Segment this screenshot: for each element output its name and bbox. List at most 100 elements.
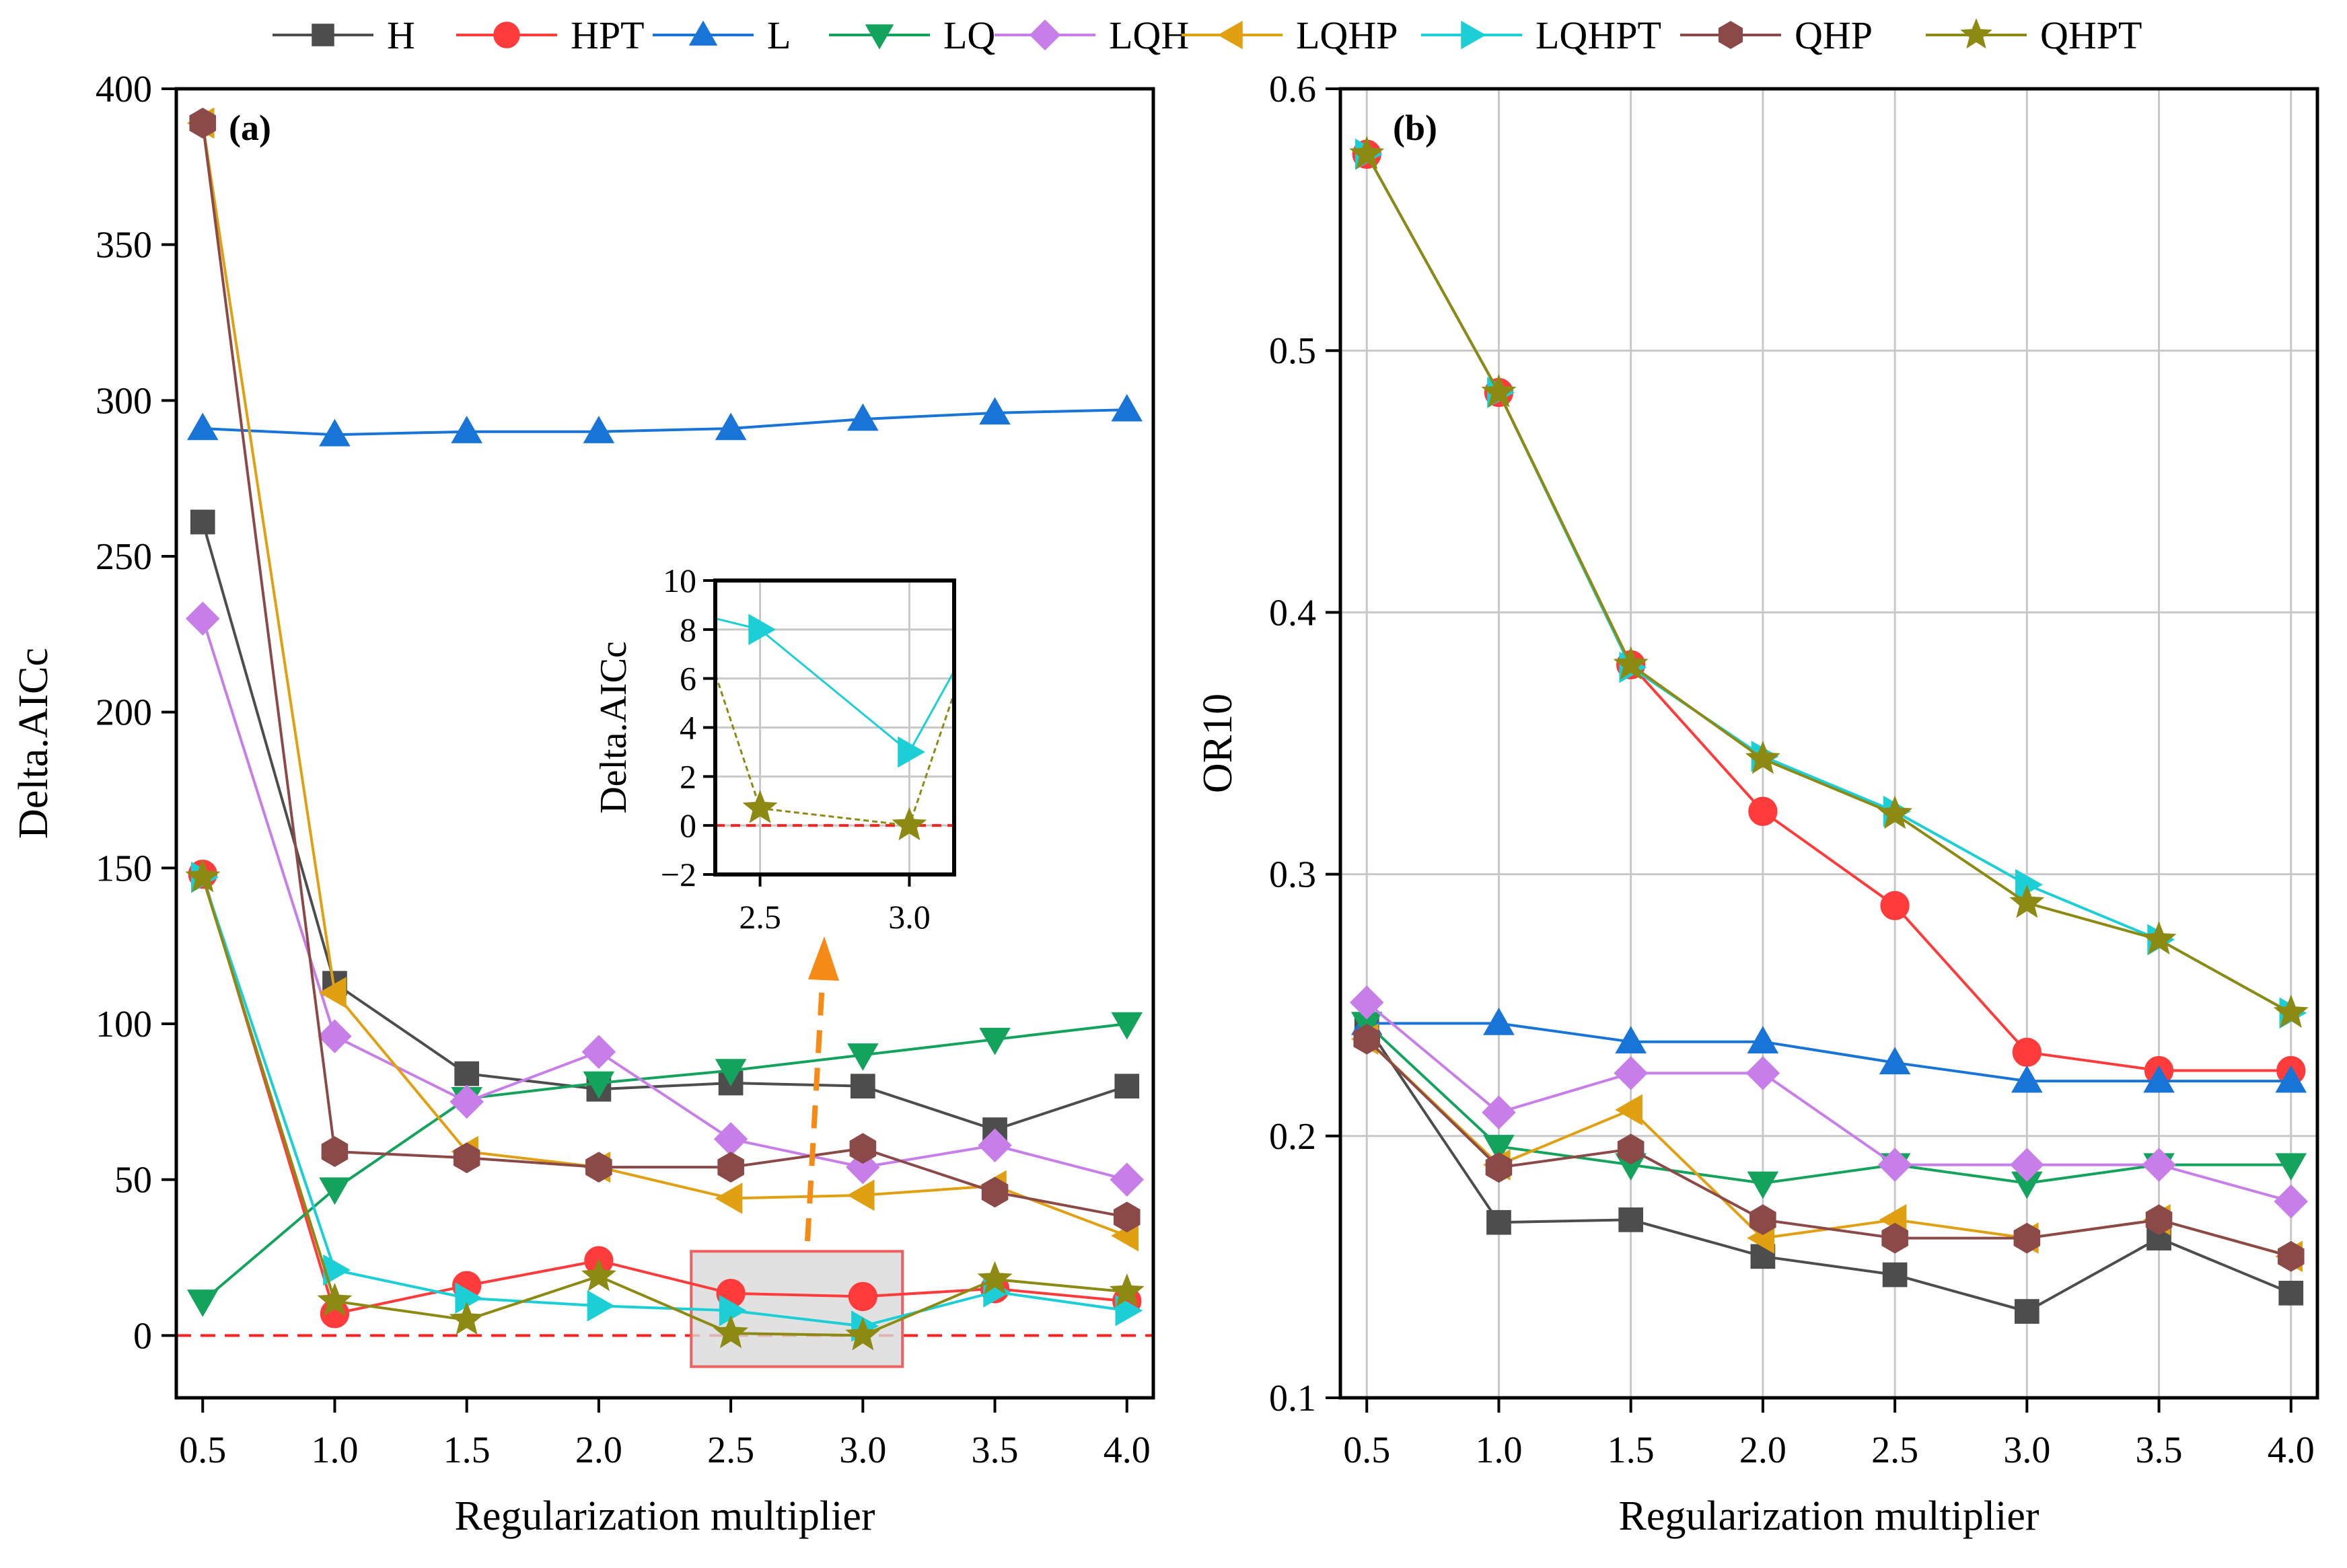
data-point xyxy=(581,1035,616,1069)
legend-label: LQH xyxy=(1109,13,1189,57)
data-point xyxy=(2145,1204,2173,1236)
data-point xyxy=(1745,1056,1780,1090)
data-point xyxy=(1615,1094,1642,1126)
data-point xyxy=(455,1282,483,1314)
data-point xyxy=(1881,1222,1908,1254)
data-point xyxy=(850,1074,875,1099)
data-point xyxy=(845,1316,881,1351)
data-point xyxy=(1617,1133,1645,1165)
legend-label: HPT xyxy=(571,13,645,57)
data-point xyxy=(1747,1171,1779,1199)
legend-label: H xyxy=(387,13,415,57)
data-point xyxy=(715,1183,743,1214)
series-line xyxy=(1365,153,2292,1014)
data-point xyxy=(1485,1152,1513,1183)
panel-label: (b) xyxy=(1393,108,1437,148)
data-point xyxy=(583,416,615,443)
zoom-arrow xyxy=(805,936,839,1242)
data-point xyxy=(449,1084,484,1119)
series-lqh xyxy=(1349,985,2309,1219)
x-tick-label: 2.0 xyxy=(575,1429,622,1471)
data-point xyxy=(847,1043,879,1071)
data-point xyxy=(186,1290,219,1317)
series-qhpt xyxy=(185,858,1145,1351)
data-point xyxy=(1111,1012,1143,1040)
data-point xyxy=(454,1061,480,1086)
data-point xyxy=(2273,994,2309,1028)
inset-y-tick-label: 4 xyxy=(680,709,696,747)
data-point xyxy=(190,509,215,535)
legend-item-lqhpt: LQHPT xyxy=(1421,13,1661,57)
data-point xyxy=(847,403,879,431)
data-point xyxy=(185,601,220,636)
data-point xyxy=(1882,1262,1908,1287)
y-axis: 0 50 100 150 200 250 300 350 400 xyxy=(96,69,176,1357)
series-qhp xyxy=(1353,1023,2305,1272)
data-point xyxy=(451,416,482,443)
data-point xyxy=(1618,1207,1644,1232)
x-axis: 0.5 1.0 1.5 2.0 2.5 3.0 3.5 4.0 xyxy=(1343,1398,2315,1471)
data-point xyxy=(1880,891,1910,920)
data-point xyxy=(1615,1026,1647,1053)
data-point xyxy=(2141,921,2177,955)
series-line xyxy=(201,122,1128,1219)
x-tick-label: 2.0 xyxy=(1739,1429,1786,1471)
data-point xyxy=(979,397,1011,425)
data-point xyxy=(1109,1273,1145,1307)
data-point xyxy=(321,1136,349,1167)
series-line xyxy=(1365,1001,2292,1203)
data-point xyxy=(1747,1026,1779,1053)
data-point xyxy=(2013,1222,2041,1254)
legend-item-h: H xyxy=(273,13,415,57)
data-point xyxy=(1115,1294,1143,1327)
data-point xyxy=(978,1128,1012,1162)
series-lqhp xyxy=(186,107,1139,1252)
data-point xyxy=(1614,1056,1648,1090)
series-qhpt xyxy=(1349,135,2309,1028)
series-line xyxy=(1365,153,2292,1014)
series-line xyxy=(1365,1038,2292,1258)
data-point xyxy=(583,1071,615,1099)
x-axis-title: Regularization multiplier xyxy=(455,1493,875,1539)
panel-b-or10-chart: 0.5 1.0 1.5 2.0 2.5 3.0 3.5 4.00.10.20.30.40.50… xyxy=(1195,69,2319,1539)
legend-marker xyxy=(1217,20,1243,50)
y-tick-label: 0.2 xyxy=(1269,1116,1316,1158)
y-tick-label: 400 xyxy=(96,69,152,110)
x-tick-label: 4.0 xyxy=(2268,1429,2315,1471)
legend-marker xyxy=(865,24,894,50)
data-point xyxy=(453,1142,480,1174)
x-tick-label: 3.0 xyxy=(2003,1429,2050,1471)
legend-item-lq: LQ xyxy=(829,13,995,57)
inset-data-point xyxy=(892,807,927,841)
data-point xyxy=(1114,1074,1140,1099)
y-tick-label: 250 xyxy=(96,536,152,578)
data-point xyxy=(2012,1037,2042,1067)
inset-y-tick-label: 0 xyxy=(680,807,696,844)
y-tick-label: 50 xyxy=(114,1160,152,1201)
legend-marker xyxy=(312,24,334,46)
data-point xyxy=(713,1122,748,1156)
series-qhp xyxy=(189,108,1141,1233)
x-tick-label: 3.0 xyxy=(839,1429,886,1471)
data-point xyxy=(849,1133,877,1164)
series-line xyxy=(201,521,1128,1131)
y-tick-label: 200 xyxy=(96,692,152,734)
data-point xyxy=(2009,885,2045,918)
series-line xyxy=(201,1022,1128,1302)
y-axis-title: OR10 xyxy=(1195,694,1241,793)
x-tick-label: 1.0 xyxy=(311,1429,358,1471)
data-point xyxy=(719,1294,747,1327)
data-point xyxy=(2277,1240,2305,1272)
data-point xyxy=(317,1283,353,1316)
grid xyxy=(1340,87,2317,1399)
data-point xyxy=(1113,1201,1141,1233)
series-lqh xyxy=(185,601,1145,1197)
legend-marker xyxy=(493,22,520,48)
legend: H HPT L LQ LQH LQHP LQHPT QHP QHPT xyxy=(273,13,2142,57)
inset-y-axis-title: Delta.AICc xyxy=(593,641,635,814)
legend-item-qhpt: QHPT xyxy=(1926,13,2142,57)
data-point xyxy=(1353,1023,1381,1055)
x-tick-label: 2.5 xyxy=(707,1429,754,1471)
data-point xyxy=(186,412,219,441)
